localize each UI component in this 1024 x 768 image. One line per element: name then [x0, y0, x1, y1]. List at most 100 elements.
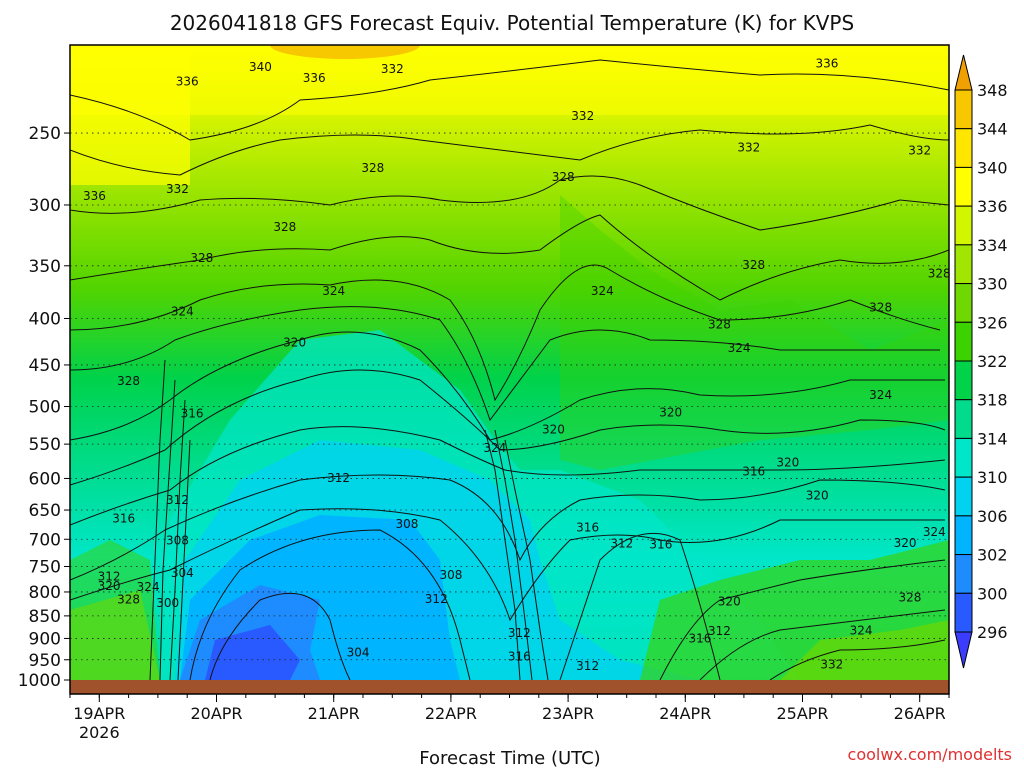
colorbar-label: 318: [977, 391, 1008, 410]
contour-label: 308: [395, 517, 418, 531]
colorbar-swatch: [954, 515, 973, 556]
contour-label: 332: [166, 182, 189, 196]
grid-lines: [70, 132, 949, 661]
y-tick-label: 650: [29, 501, 61, 521]
colorbar-label: 344: [977, 120, 1008, 139]
y-tick-label: 300: [29, 196, 61, 216]
contour-label: 332: [737, 141, 760, 155]
contour-label: 312: [576, 659, 599, 673]
colorbar-swatch: [954, 437, 973, 478]
colorbar-label: 310: [977, 468, 1008, 487]
contour-label: 328: [869, 300, 892, 314]
x-tick-label: 19APR: [73, 704, 125, 723]
contour-label: 316: [112, 512, 135, 526]
contour-label: 328: [708, 317, 731, 331]
colorbar-label: 336: [977, 197, 1008, 216]
contour-label: 312: [708, 624, 731, 638]
y-tick-label: 500: [29, 398, 61, 418]
contour-label: 312: [327, 471, 350, 485]
contour-label: 324: [137, 580, 160, 594]
colorbar-label: 300: [977, 584, 1008, 603]
y-tick-label: 450: [29, 356, 61, 376]
contour-label: 328: [552, 170, 575, 184]
colorbar-label: 302: [977, 546, 1008, 565]
contour-label: 304: [347, 645, 370, 659]
contour-label: 336: [303, 71, 326, 85]
contour-label: 300: [156, 596, 179, 610]
contour-lines: [70, 59, 949, 680]
contour-label: 316: [508, 650, 531, 664]
colorbar-label: 340: [977, 158, 1008, 177]
contour-label: 316: [688, 632, 711, 646]
contour-label: 320: [806, 488, 829, 502]
contour-label: 328: [898, 590, 921, 604]
contour-label: 328: [928, 267, 951, 281]
contour-label: 312: [166, 493, 189, 507]
colorbar-top-arrow: [954, 54, 973, 91]
colorbar-swatch: [954, 244, 973, 285]
contour-label: 324: [483, 441, 506, 455]
credit-text[interactable]: coolwx.com/modelts: [848, 745, 1012, 764]
contour-label: 320: [776, 456, 799, 470]
contour-label: 312: [508, 626, 531, 640]
y-tick-label: 1000: [18, 671, 61, 691]
y-tick-label: 400: [29, 309, 61, 329]
contour-label: 324: [728, 341, 751, 355]
contour-label: 320: [659, 406, 682, 420]
contour-label: 328: [117, 374, 140, 388]
contour-label: 320: [98, 579, 121, 593]
contour-label: 340: [249, 60, 272, 74]
contour-label: 328: [273, 220, 296, 234]
contour-label: 316: [649, 537, 672, 551]
contour-label: 320: [894, 536, 917, 550]
contour-label: 336: [83, 189, 106, 203]
colorbar-swatch: [954, 360, 973, 401]
contour-label: 332: [571, 109, 594, 123]
ground-surface: [70, 680, 949, 694]
contour-label: 312: [610, 536, 633, 550]
contour-label: 324: [171, 305, 194, 319]
contour-label: 328: [742, 258, 765, 272]
colorbar-swatch: [954, 205, 973, 246]
contour-label: 324: [850, 623, 873, 637]
contour-label: 312: [425, 592, 448, 606]
contour-label: 332: [381, 62, 404, 76]
contour-label: 316: [181, 406, 204, 420]
colorbar-swatch: [954, 399, 973, 439]
colorbar-swatch: [954, 321, 973, 362]
colorbar-label: 296: [977, 623, 1008, 642]
y-tick-label: 600: [29, 469, 61, 489]
contour-label: 316: [742, 464, 765, 478]
colorbar-label: 348: [977, 81, 1008, 100]
contour-label: 308: [439, 568, 462, 582]
contour-label: 328: [117, 593, 140, 607]
colorbar: 348 344 340 336 334 330 326 322 318 314 310 306 302 3…: [954, 54, 1008, 669]
y-tick-label: 950: [29, 651, 61, 671]
colorbar-label: 322: [977, 352, 1008, 371]
contour-label: 312: [98, 569, 121, 583]
x-tick-label: 24APR: [659, 704, 711, 723]
contour-label: 332: [908, 144, 931, 158]
contour-label: 336: [176, 75, 199, 89]
contour-label: 320: [542, 422, 565, 436]
colorbar-swatch: [954, 128, 973, 168]
contour-label: 328: [190, 251, 213, 265]
colorbar-swatch: [954, 554, 973, 594]
colorbar-swatch: [954, 592, 973, 633]
colorbar-swatch: [954, 89, 973, 130]
x-tick-sublabel: 2026: [79, 723, 120, 742]
x-tick-label: 21APR: [308, 704, 360, 723]
contour-label: 324: [322, 284, 345, 298]
colorbar-label: 330: [977, 275, 1008, 294]
contour-label: 304: [171, 566, 194, 580]
contour-label: 324: [869, 388, 892, 402]
field-shading: [70, 45, 949, 680]
contour-label: 324: [591, 284, 614, 298]
contour-label: 320: [718, 595, 741, 609]
y-tick-label: 800: [29, 583, 61, 603]
y-tick-label: 750: [29, 557, 61, 577]
y-tick-label: 700: [29, 530, 61, 550]
colorbar-label: 334: [977, 236, 1008, 255]
